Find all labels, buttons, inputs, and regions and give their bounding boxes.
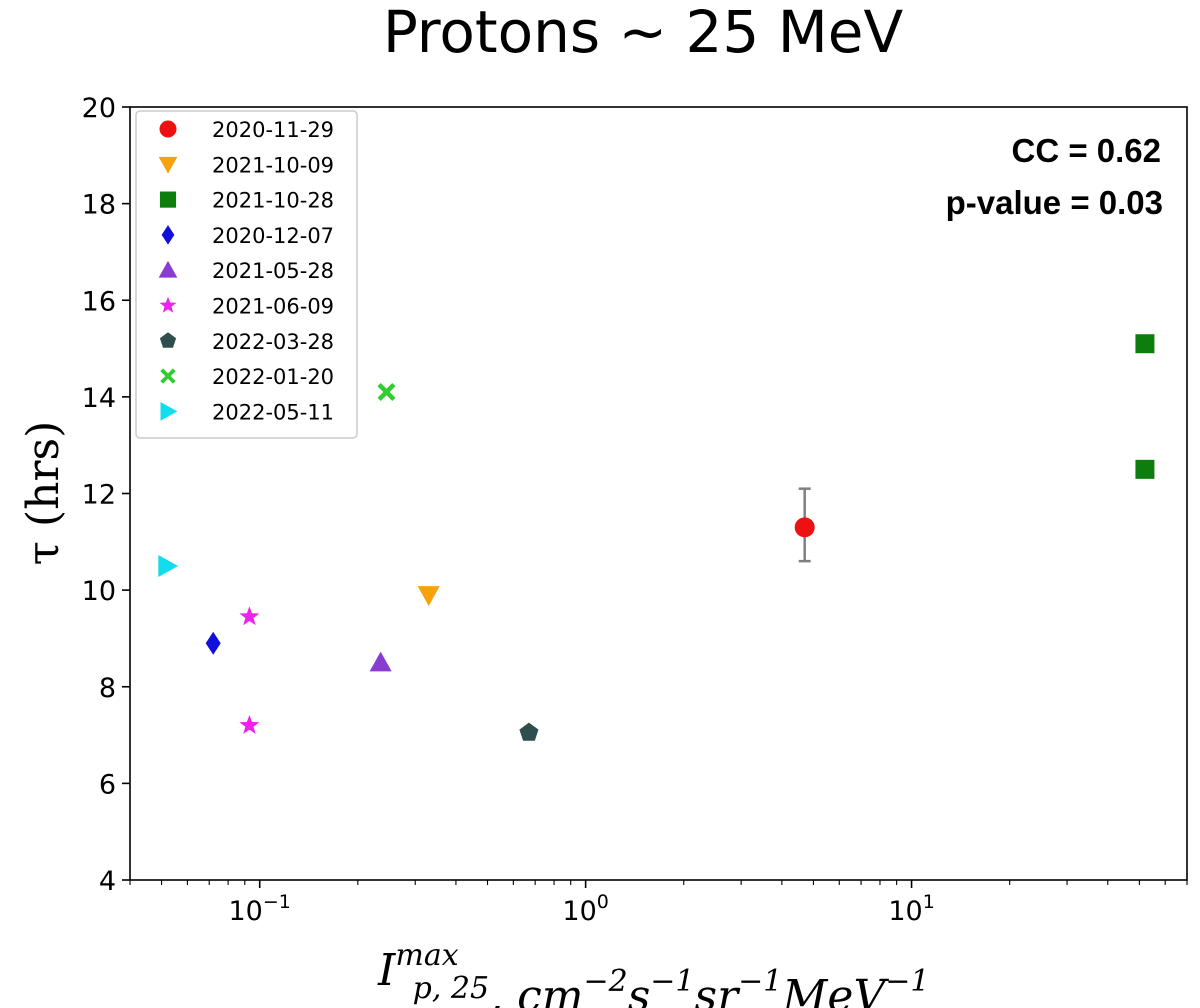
square-marker [1135,459,1155,479]
chart-title: Protons ~ 25 MeV [383,0,904,66]
x-axis-label: Imax p, 25, cm−2s−1sr−1MeV−1 [377,938,929,1008]
legend-label: 2020-12-07 [212,224,334,248]
square-marker [1135,334,1155,354]
y-tick-label: 12 [82,480,116,511]
legend-triangle-right-marker [160,402,178,421]
legend-label: 2021-10-28 [212,189,334,213]
triangle-right-marker [158,554,179,577]
x-tick-label: 100 [562,891,608,927]
y-tick-label: 18 [82,190,116,221]
y-tick-label: 4 [99,866,116,897]
pentagon-marker [519,722,539,741]
legend-square-marker [159,191,177,208]
triangle-up-marker [369,651,392,672]
legend-pentagon-marker [159,332,177,348]
x-tick-label: 10−1 [229,891,291,927]
y-axis-label: τ (hrs) [18,421,69,566]
legend-label: 2022-03-28 [212,330,334,354]
legend-circle-marker [159,120,177,138]
y-tick-label: 10 [82,576,116,607]
legend-label: 2021-10-09 [212,153,334,177]
legend-label: 2020-11-29 [212,118,334,142]
x-axis: 10−1 100 101 [129,880,1188,927]
p-value-label: p-value = 0.03 [946,184,1163,221]
legend-star-marker [159,296,177,313]
circle-marker [794,517,815,538]
y-tick-label: 8 [99,673,116,704]
y-tick-label: 20 [82,93,116,124]
y-tick-label: 16 [82,286,116,317]
legend-triangle-down-marker [158,156,178,174]
legend-triangle-up-marker [158,260,178,278]
legend-label: 2022-01-20 [212,365,334,389]
legend-x-marker [160,368,176,384]
data-points [158,334,1155,741]
x-tick-label: 101 [888,891,934,927]
star-marker [239,714,260,734]
x-marker [377,383,396,401]
correlation-coefficient-label: CC = 0.62 [1012,132,1162,169]
legend-label: 2022-05-11 [212,400,334,424]
legend-label: 2021-06-09 [212,295,334,319]
legend-box [135,110,358,439]
y-axis: 4 6 8 10 12 14 16 18 20 [82,93,130,897]
triangle-down-marker [417,586,440,606]
y-tick-label: 6 [99,769,116,800]
legend-diamond-marker [161,225,175,245]
y-tick-label: 14 [82,383,116,414]
legend-label: 2021-05-28 [212,259,334,283]
star-marker [239,606,260,626]
legend: 2020-11-29 2021-10-09 2021-10-28 2020-12-07… [135,110,358,439]
diamond-marker [205,631,221,655]
